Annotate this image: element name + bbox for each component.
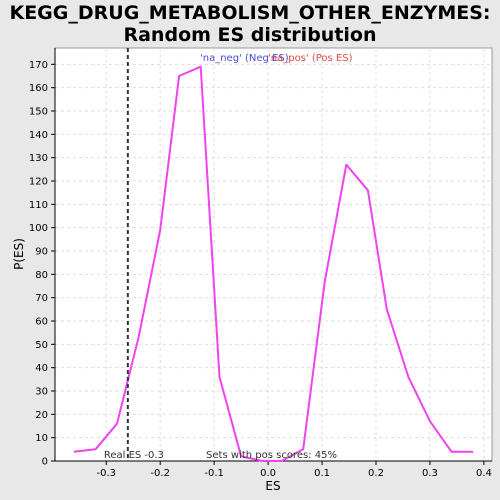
x-tick-label: 0.0	[260, 468, 276, 479]
y-tick-label: 50	[35, 340, 48, 351]
legend-pos-es: 'na_pos' (Pos ES)	[268, 53, 353, 64]
pos-scores-footnote: Sets with pos scores: 45%	[206, 450, 337, 461]
series-layer	[73, 65, 474, 462]
x-tick-label: 0.2	[368, 468, 384, 479]
y-tick-label: 70	[35, 293, 48, 304]
plot-area	[54, 47, 493, 462]
y-tick-label: 60	[35, 317, 48, 328]
x-tick-label: -0.2	[150, 468, 170, 479]
y-tick-label: 100	[29, 223, 48, 234]
real-es-label: Real ES -0.3	[104, 450, 164, 461]
y-tick-label: 20	[35, 410, 48, 421]
y-tick-label: 30	[35, 387, 48, 398]
x-tick-label: -0.3	[96, 468, 116, 479]
y-tick-label: 150	[29, 107, 48, 118]
chart-title-line-1: KEGG_DRUG_METABOLISM_OTHER_ENZYMES:	[9, 2, 491, 24]
legend-neg-es: 'na_neg' (Neg ES)	[200, 53, 289, 64]
real-es-marker: Real ES -0.3 Sets with pos scores: 45%	[104, 48, 337, 461]
y-tick-label: 40	[35, 363, 48, 374]
x-tick-label: 0.3	[422, 468, 438, 479]
y-tick-label: 10	[35, 433, 48, 444]
y-tick-label: 160	[29, 83, 48, 94]
x-tick-label: 0.4	[476, 468, 492, 479]
y-tick-label: 130	[29, 153, 48, 164]
x-tick-label: 0.1	[314, 468, 330, 479]
y-tick-label: 0	[42, 457, 48, 468]
y-tick-label: 90	[35, 247, 48, 258]
chart-title: KEGG_DRUG_METABOLISM_OTHER_ENZYMES: Rand…	[0, 2, 500, 46]
y-tick-label: 140	[29, 130, 48, 141]
y-axis-label: P(ES)	[12, 238, 26, 270]
y-tick-label: 170	[29, 60, 48, 71]
y-tick-label: 110	[29, 200, 48, 211]
x-axis-label: ES	[265, 479, 280, 493]
chart-title-line-2: Random ES distribution	[123, 24, 377, 46]
y-tick-label: 80	[35, 270, 48, 281]
legend: 'na_neg' (Neg ES)'na_pos' (Pos ES)	[200, 53, 353, 64]
y-tick-label: 120	[29, 177, 48, 188]
series-line	[73, 65, 474, 462]
x-tick-label: -0.1	[204, 468, 224, 479]
